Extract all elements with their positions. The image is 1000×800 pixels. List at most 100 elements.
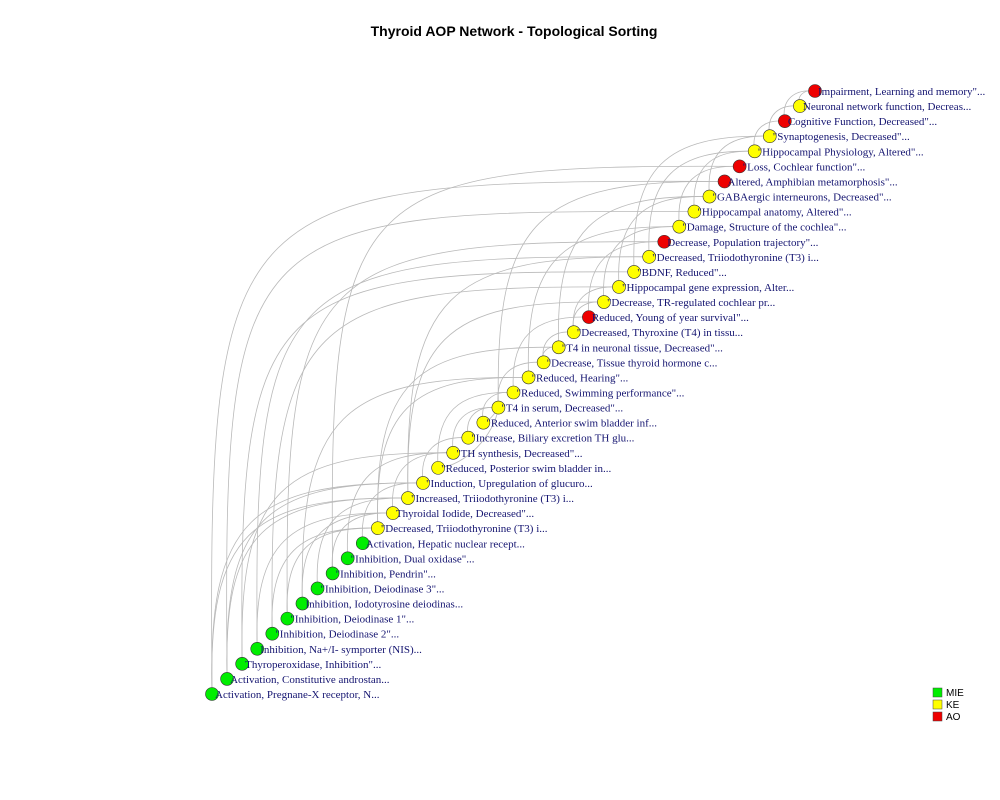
- node[interactable]: "Increase, Biliary excretion TH glu...: [461, 430, 635, 445]
- node-label: Thyroidal Iodide, Decreased"...: [396, 508, 535, 520]
- node[interactable]: "T4 in serum, Decreased"...: [491, 400, 623, 415]
- node-mie-marker: [340, 551, 355, 566]
- node[interactable]: Cognitive Function, Decreased"...: [778, 114, 937, 128]
- node-label: "Inhibition, Pendrin"...: [336, 568, 437, 580]
- node-mie-marker: [250, 641, 265, 656]
- node[interactable]: "Reduced, Swimming performance"...: [506, 385, 685, 400]
- edge: [377, 346, 559, 529]
- node-ke-marker: [401, 491, 415, 505]
- node[interactable]: Decrease, Population trajectory"...: [657, 234, 819, 249]
- legend-swatch-ao: [932, 711, 943, 722]
- node-ao-marker: [717, 174, 732, 189]
- node-ke-marker: [461, 430, 476, 445]
- edge: [392, 452, 454, 514]
- node-label: Activation, Pregnane-X receptor, N...: [215, 689, 380, 701]
- node[interactable]: "Hippocampal anatomy, Altered"...: [687, 204, 852, 219]
- node[interactable]: "Hippocampal Physiology, Altered"...: [747, 144, 924, 159]
- node[interactable]: "GABAergic interneurons, Decreased"...: [702, 189, 892, 204]
- node[interactable]: Thyroidal Iodide, Decreased"...: [386, 506, 535, 521]
- edge: [226, 211, 695, 679]
- edge: [633, 135, 770, 272]
- edge: [301, 377, 529, 604]
- node[interactable]: "Decrease, TR-regulated cochlear pr...: [597, 295, 776, 310]
- node[interactable]: "Increased, Triiodothyronine (T3) i...: [401, 491, 574, 506]
- edge: [618, 196, 710, 287]
- node[interactable]: "Decreased, Triiodothyronine (T3) i...: [642, 250, 819, 264]
- edge: [438, 407, 499, 469]
- node[interactable]: "Inhibition, Dual oxidase"...: [340, 551, 475, 566]
- chart-title: Thyroid AOP Network - Topological Sortin…: [371, 23, 658, 39]
- node-label: Activation, Hepatic nuclear recept...: [366, 538, 525, 550]
- node-mie-marker: [235, 657, 249, 671]
- node-ke-marker: [431, 461, 445, 475]
- node-ke-marker: [476, 415, 491, 430]
- node[interactable]: "BDNF, Reduced"...: [627, 265, 727, 279]
- node[interactable]: "Synaptogenesis, Decreased"...: [762, 129, 910, 144]
- node-label: Altered, Amphibian metamorphosis"...: [728, 176, 898, 188]
- edge: [708, 135, 770, 197]
- edge: [422, 437, 469, 483]
- node[interactable]: Inhibition, Iodotyrosine deiodinas...: [295, 596, 463, 611]
- edge: [497, 361, 544, 408]
- edge: [361, 482, 424, 544]
- node-label: "Reduced, Anterior swim bladder inf...: [486, 418, 657, 430]
- node[interactable]: Neuronal network function, Decreas...: [793, 99, 971, 114]
- node-label: "Hippocampal Physiology, Altered"...: [758, 146, 924, 158]
- node-label: "Decrease, TR-regulated cochlear pr...: [607, 297, 776, 309]
- node-ke-marker: [762, 129, 777, 144]
- node-label: "Reduced, Hearing"...: [532, 372, 629, 384]
- node[interactable]: Inhibition, Na+/I- symporter (NIS)...: [250, 641, 422, 656]
- node[interactable]: "Hippocampal gene expression, Alter...: [612, 280, 795, 294]
- node-label: "Increase, Biliary excretion TH glu...: [471, 433, 634, 445]
- node-ke-marker: [371, 521, 385, 535]
- node-ke-marker: [687, 204, 702, 219]
- node[interactable]: Altered, Amphibian metamorphosis"...: [717, 174, 898, 189]
- edge: [648, 150, 755, 257]
- node[interactable]: "Reduced, Hearing"...: [521, 370, 629, 385]
- node-ke-marker: [597, 295, 611, 309]
- node[interactable]: Impairment, Learning and memory"...: [808, 84, 986, 99]
- node[interactable]: "Inhibition, Deiodinase 2"...: [265, 626, 400, 641]
- node-ke-marker: [566, 325, 581, 340]
- node-ao-marker: [582, 310, 596, 324]
- node-label: "Reduced, Swimming performance"...: [517, 388, 685, 400]
- node-mie-marker: [310, 581, 325, 596]
- node[interactable]: "Reduced, Posterior swim bladder in...: [431, 461, 612, 475]
- node-label: Thyroperoxidase, Inhibition"...: [245, 659, 381, 671]
- edge: [316, 497, 408, 589]
- edge: [407, 301, 604, 499]
- node[interactable]: "Induction, Upregulation of glucuro...: [416, 476, 593, 490]
- node[interactable]: Reduced, Young of year survival"...: [582, 310, 749, 325]
- node[interactable]: "Damage, Structure of the cochlea"...: [672, 219, 847, 234]
- node[interactable]: "Inhibition, Deiodinase 3"...: [310, 581, 445, 596]
- node-ao-marker: [657, 234, 672, 249]
- node[interactable]: Activation, Hepatic nuclear recept...: [355, 536, 525, 551]
- node-mie-marker: [355, 536, 370, 551]
- node[interactable]: "Loss, Cochlear function"...: [732, 159, 865, 174]
- edge: [603, 226, 680, 303]
- node-layer: Activation, Pregnane-X receptor, N... Act…: [205, 84, 986, 702]
- edge: [256, 256, 650, 649]
- node[interactable]: Activation, Pregnane-X receptor, N...: [205, 687, 380, 702]
- node-label: "Inhibition, Dual oxidase"...: [351, 553, 475, 565]
- node[interactable]: "Reduced, Anterior swim bladder inf...: [476, 415, 657, 430]
- node-ke-marker: [612, 280, 626, 294]
- node[interactable]: "Decreased, Thyroxine (T4) in tissu...: [566, 325, 743, 340]
- edge: [346, 452, 454, 559]
- edge: [226, 497, 408, 679]
- node-label: "GABAergic interneurons, Decreased"...: [712, 192, 891, 204]
- edge: [211, 180, 725, 695]
- node-ao-marker: [732, 159, 747, 174]
- node[interactable]: Activation, Constitutive androstan...: [220, 672, 390, 686]
- node[interactable]: "Decreased, Triiodothyronine (T3) i...: [371, 521, 548, 536]
- node-label: "Hippocampal gene expression, Alter...: [622, 282, 794, 294]
- node[interactable]: "TH synthesis, Decreased"...: [446, 445, 583, 460]
- node-label: "Hippocampal anatomy, Altered"...: [697, 207, 852, 219]
- node[interactable]: "T4 in neuronal tissue, Decreased"...: [551, 340, 723, 355]
- node[interactable]: "Inhibition, Deiodinase 1"...: [280, 611, 415, 626]
- node-ke-marker: [793, 99, 807, 113]
- node[interactable]: Thyroperoxidase, Inhibition"...: [235, 657, 382, 671]
- node-ke-marker: [446, 445, 461, 460]
- node[interactable]: "Decrease, Tissue thyroid hormone c...: [536, 355, 718, 370]
- node[interactable]: "Inhibition, Pendrin"...: [325, 566, 437, 581]
